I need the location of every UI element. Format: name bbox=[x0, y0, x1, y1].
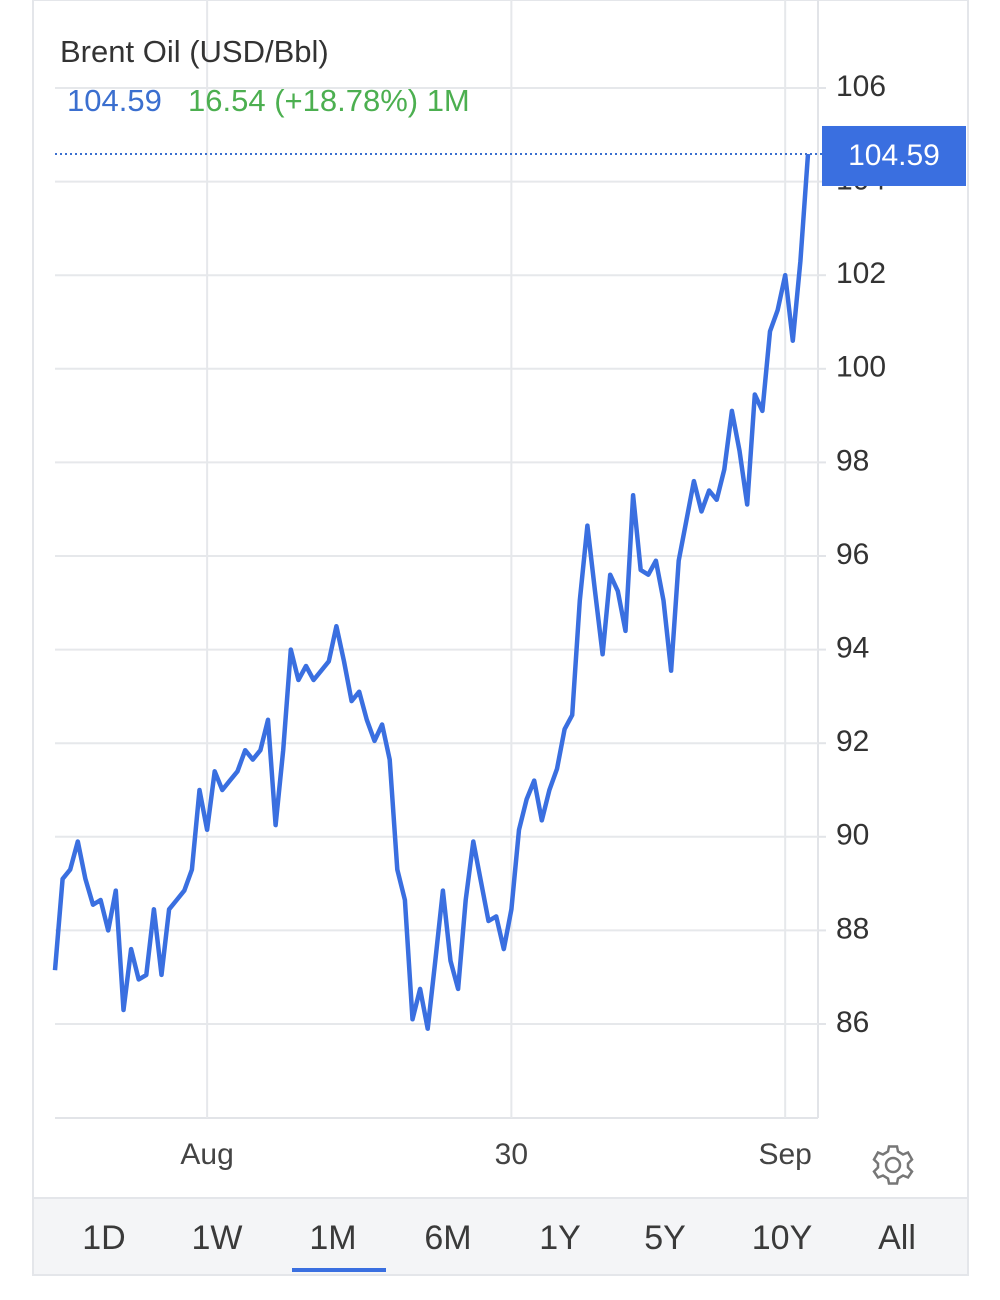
range-tab[interactable]: All bbox=[878, 1219, 916, 1257]
card bbox=[32, 0, 969, 1276]
range-tab[interactable]: 6M bbox=[424, 1219, 471, 1257]
range-tab[interactable]: 1Y bbox=[539, 1219, 581, 1257]
last-price-badge-label: 104.59 bbox=[848, 139, 940, 172]
price-line bbox=[52, 153, 811, 1031]
y-tick-label: 86 bbox=[836, 1006, 869, 1039]
y-tick-label: 102 bbox=[836, 257, 886, 290]
y-tick-label: 98 bbox=[836, 444, 869, 477]
y-tick-label: 90 bbox=[836, 819, 869, 852]
plot: 104.59 bbox=[52, 125, 966, 1031]
price-change: 16.54 (+18.78%) 1M bbox=[188, 83, 470, 118]
range-tab[interactable]: 5Y bbox=[644, 1219, 686, 1257]
y-tick-label: 106 bbox=[836, 70, 886, 103]
x-tick-label: Aug bbox=[180, 1138, 233, 1171]
y-tick-label: 96 bbox=[836, 538, 869, 571]
y-tick-label: 88 bbox=[836, 912, 869, 945]
selected-tab-indicator bbox=[292, 1268, 386, 1272]
y-tick-label: 94 bbox=[836, 632, 869, 665]
range-tab[interactable]: 1W bbox=[192, 1219, 243, 1257]
range-tabs: 1D 1W 1M 6M 1Y 5Y 10Y All bbox=[82, 1219, 916, 1272]
grid: 86889092949698100102104106Aug30Sep bbox=[55, 0, 886, 1171]
x-tick-label: Sep bbox=[758, 1138, 811, 1171]
x-tick-label: 30 bbox=[495, 1138, 528, 1171]
y-tick-label: 100 bbox=[836, 351, 886, 384]
settings-icon[interactable] bbox=[872, 1145, 914, 1185]
tab-bar bbox=[34, 1198, 967, 1274]
y-tick-label: 92 bbox=[836, 725, 869, 758]
range-tab[interactable]: 10Y bbox=[752, 1219, 813, 1257]
chart-title: Brent Oil (USD/Bbl) bbox=[60, 34, 329, 69]
range-tab[interactable]: 1D bbox=[82, 1219, 125, 1257]
last-price-badge bbox=[822, 125, 966, 186]
range-tab[interactable]: 1M bbox=[309, 1219, 356, 1257]
last-price: 104.59 bbox=[67, 83, 162, 118]
